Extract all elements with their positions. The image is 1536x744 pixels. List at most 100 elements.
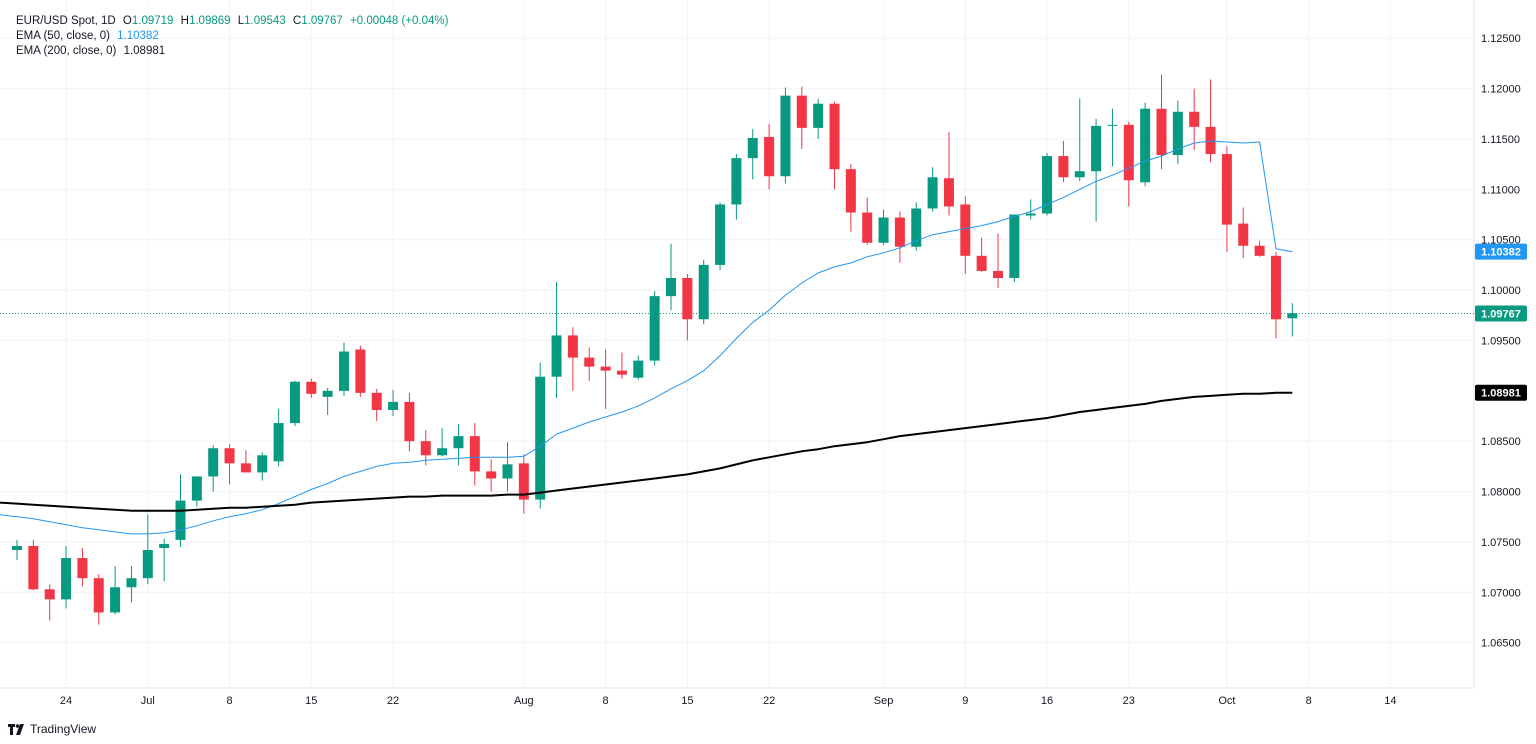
candle-body [862,212,873,243]
candle-down [240,450,251,473]
time-tick-label: 8 [1306,695,1312,707]
candle-body [388,401,399,410]
candle-up [633,355,644,380]
candle-body [208,448,219,477]
candle-body [175,500,186,540]
candle-up [911,202,922,251]
tradingview-logo[interactable]: TradingView [8,722,96,736]
ema200-price-badge [1475,384,1527,401]
legend-ema50-value: 1.10382 [117,30,159,42]
candle-down [224,444,235,485]
candle-body [404,401,415,442]
price-tick-label: 1.10000 [1481,285,1521,297]
candle-body [289,381,300,424]
last-price-badge-text: 1.09767 [1481,309,1521,321]
candle-down [1123,121,1134,207]
candle-up [388,389,399,416]
candle-up [666,243,676,311]
candle-body [813,103,824,128]
candle-body [747,137,758,159]
candle-up [191,476,202,507]
candle-body [535,376,546,500]
candle-down [1058,140,1069,183]
candle-body [894,217,905,247]
candle-body [1205,126,1216,155]
price-tick-label: 1.12500 [1481,33,1521,45]
time-tick-label: 24 [60,695,72,707]
candle-up [1042,153,1053,216]
candle-up [126,566,137,603]
candle-body [273,423,284,462]
legend-ema50-row[interactable]: EMA (50, close, 0) 1.10382 [16,29,448,44]
price-tick-label: 1.07500 [1481,537,1521,549]
candle-body [584,357,595,367]
candle-up [1287,303,1298,337]
candle-up [142,514,153,585]
time-tick-label: 8 [226,695,232,707]
candle-body [1107,124,1118,126]
candle-body [142,549,153,579]
time-tick-label: Oct [1218,695,1235,707]
price-tick-label: 1.11000 [1481,184,1520,196]
candle-down [764,123,775,190]
candle-body [616,370,627,375]
candle-body [437,448,448,456]
candle-body [1140,108,1151,183]
candle-down [44,584,55,621]
candle-up [273,408,284,467]
candle-body [780,95,791,177]
candle-body [420,441,431,456]
candle-down [1221,146,1232,252]
candle-body [1123,124,1134,181]
candle-body [1189,111,1200,127]
candle-body [77,558,88,579]
ema50-line [16,140,1293,535]
last-price-badge [1475,305,1527,322]
price-tick-label: 1.08000 [1481,487,1521,499]
candle-up [502,442,513,492]
legend-ema200-row[interactable]: EMA (200, close, 0) 1.08981 [16,44,448,59]
candle-down [862,197,873,245]
ema-layer [0,140,1293,535]
ema50-line-start [0,514,18,518]
candle-body [469,436,480,472]
candle-body [486,471,497,479]
candles-layer [12,74,1298,625]
candle-up [208,445,219,492]
time-tick-label: Sep [874,695,894,707]
candle-up [12,539,22,561]
legend-symbol[interactable]: EUR/USD Spot, 1D [16,15,116,27]
time-axis[interactable]: 24 Jul 8 15 22 Aug 8 15 22 Sep 9 16 23 Oct 8 14 [60,695,1397,707]
candle-down [420,430,431,466]
candle-body [1058,156,1069,178]
candle-down [1205,79,1216,163]
candle-body [240,463,251,473]
candle-down [404,392,415,452]
candle-body [633,360,644,378]
price-axis[interactable]: 1.125001.120001.115001.110001.105001.100… [1475,33,1527,650]
candle-up [535,362,546,509]
price-tick-label: 1.12000 [1481,84,1521,96]
candle-body [927,177,938,209]
candle-down [960,196,971,274]
candle-body [1025,213,1036,216]
candle-body [371,392,382,410]
candle-body [649,296,660,361]
candle-body [731,158,742,205]
candle-up [257,452,268,481]
ema50-price-badge [1475,243,1527,260]
time-tick-label: 23 [1123,695,1135,707]
candle-body [502,464,513,479]
candle-body [28,545,39,590]
candle-up [1172,100,1183,165]
candle-up [437,428,448,457]
candle-body [1238,223,1249,246]
candle-up [159,538,170,582]
ema50-badge-text: 1.10382 [1481,247,1521,259]
candle-up [1091,118,1102,222]
candle-down [469,423,480,486]
tradingview-logo-text: TradingView [30,722,97,736]
candle-body [1172,111,1183,156]
candle-body [1074,171,1085,178]
